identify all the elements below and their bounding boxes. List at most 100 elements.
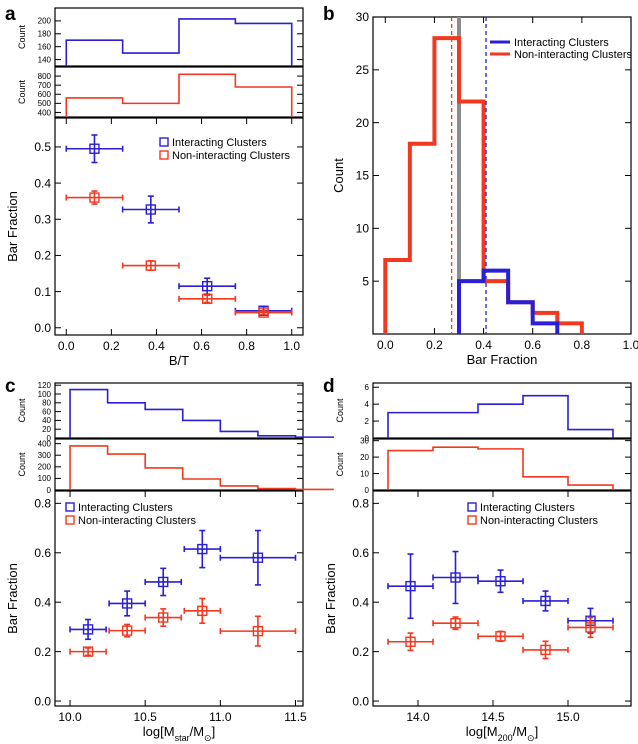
d-point <box>387 632 434 652</box>
c-hist-0-ytick-label: 60 <box>42 407 51 416</box>
square-marker <box>258 307 269 318</box>
square-marker <box>405 636 416 647</box>
c-legend-marker <box>65 502 75 512</box>
c-hist-1-ylabel: Count <box>17 452 27 477</box>
square-marker <box>201 293 213 305</box>
b-ytick-label: 25 <box>356 63 370 77</box>
c-hist-0-ylabel: Count <box>17 398 27 423</box>
d-ytick-label: 0.6 <box>352 546 369 560</box>
a-ytick-label: 0.5 <box>34 140 51 154</box>
a-legend-marker <box>159 150 169 160</box>
c-hist-0-ytick-label: 80 <box>42 399 51 408</box>
c-hist-0-ytick-label: 120 <box>38 381 52 390</box>
c-frame <box>54 490 304 707</box>
square-marker <box>82 646 94 657</box>
c-point <box>219 615 297 647</box>
d-legend-marker <box>467 502 477 512</box>
a-legend-label: Interacting Clusters <box>172 137 267 149</box>
d-hist-1-ytick-label: 10 <box>360 469 369 478</box>
square-marker <box>89 143 100 154</box>
b-ytick-label: 10 <box>356 222 370 236</box>
d-point <box>522 590 569 612</box>
b-xtick-label: 0.8 <box>574 338 591 352</box>
a-point <box>178 277 237 295</box>
c-xlabel: log[Mstar/M⊙] <box>143 724 215 743</box>
c-hist-1-ytick-label: 300 <box>38 451 52 460</box>
b-xlabel: Bar Fraction <box>467 352 538 367</box>
a-point <box>121 195 180 224</box>
b-histogram-non_interacting <box>383 36 584 334</box>
c-legend-label: Non-interacting Clusters <box>78 515 196 527</box>
c-point <box>69 618 107 641</box>
b-legend-label: Non-interacting Clusters <box>514 49 632 61</box>
a-xtick-label: 0.6 <box>193 339 210 353</box>
d-point <box>387 553 434 620</box>
a-xtick-label: 0.4 <box>148 339 165 353</box>
square-marker <box>252 552 264 563</box>
b-histogram-interacting <box>457 268 560 334</box>
square-marker <box>201 280 213 292</box>
d-xtick-label: 14.5 <box>481 710 505 724</box>
d-hist-1-ytick-label: 30 <box>360 436 369 445</box>
c-hist-0-ytick-label: 20 <box>42 425 51 434</box>
d-xlabel: log[M200/M⊙] <box>466 724 538 743</box>
d-point <box>432 616 479 631</box>
a-ytick-label: 0.1 <box>34 285 51 299</box>
b-xtick-label: 1.0 <box>623 338 638 352</box>
d-hist-0-ytick-label: 6 <box>365 383 370 392</box>
a-xtick-label: 0.8 <box>238 339 255 353</box>
square-marker <box>495 576 506 587</box>
d-ylabel: Bar Fraction <box>323 563 338 634</box>
a-hist-1-ytick-label: 800 <box>38 72 52 81</box>
a-hist-1-ytick-label: 400 <box>38 108 52 117</box>
square-marker <box>197 605 208 617</box>
d-hist-0-ytick-label: 0 <box>365 434 370 443</box>
b-xtick-label: 0.6 <box>524 338 541 352</box>
a-hist-0-ytick-label: 140 <box>38 55 52 64</box>
c-hist-1-ytick-label: 100 <box>38 474 52 483</box>
d-hist-1-step <box>387 446 614 490</box>
square-marker <box>89 192 100 203</box>
square-marker <box>82 624 94 635</box>
a-hist-0-step <box>65 18 293 66</box>
d-legend-label: Non-interacting Clusters <box>480 515 598 527</box>
square-marker <box>252 625 264 637</box>
a-hist-0-ytick-label: 180 <box>38 30 52 39</box>
c-point <box>69 646 107 657</box>
panel-letter-b: b <box>323 4 335 25</box>
a-ytick-label: 0.0 <box>34 321 51 335</box>
d-point <box>522 640 569 660</box>
d-hist-1-ytick-label: 0 <box>365 486 370 495</box>
square-marker <box>145 204 157 215</box>
d-hist-0-frame <box>372 382 632 439</box>
d-hist-0-step <box>387 394 614 438</box>
b-ytick-label: 15 <box>356 169 370 183</box>
c-xtick-label: 10.0 <box>58 710 82 724</box>
a-hist-0-ytick-label: 160 <box>38 42 52 51</box>
a-xlabel: B/T <box>169 353 189 368</box>
a-xtick-label: 0.0 <box>58 339 75 353</box>
c-xtick-label: 11.0 <box>209 710 232 724</box>
a-legend-marker <box>159 137 169 147</box>
b-xtick-label: 0.2 <box>426 338 443 352</box>
a-ytick-label: 0.4 <box>34 176 51 190</box>
c-hist-0-ytick-label: 40 <box>42 416 51 425</box>
d-hist-0-ytick-label: 4 <box>365 400 370 409</box>
b-ytick-label: 30 <box>356 10 370 24</box>
square-marker <box>450 618 461 629</box>
a-point <box>65 134 124 164</box>
panel-c: 020406080100120Count0100200300400Count10… <box>5 381 334 743</box>
square-marker <box>540 595 551 607</box>
a-frame <box>54 117 304 336</box>
d-hist-0-ylabel: Count <box>335 398 345 423</box>
c-xtick-label: 10.5 <box>134 710 158 724</box>
c-point <box>108 590 146 617</box>
a-point <box>178 293 237 305</box>
square-marker <box>495 631 506 642</box>
square-marker <box>158 612 169 623</box>
a-hist-1-step <box>65 73 293 117</box>
d-point <box>477 630 524 643</box>
a-hist-0-ylabel: Count <box>17 25 27 50</box>
